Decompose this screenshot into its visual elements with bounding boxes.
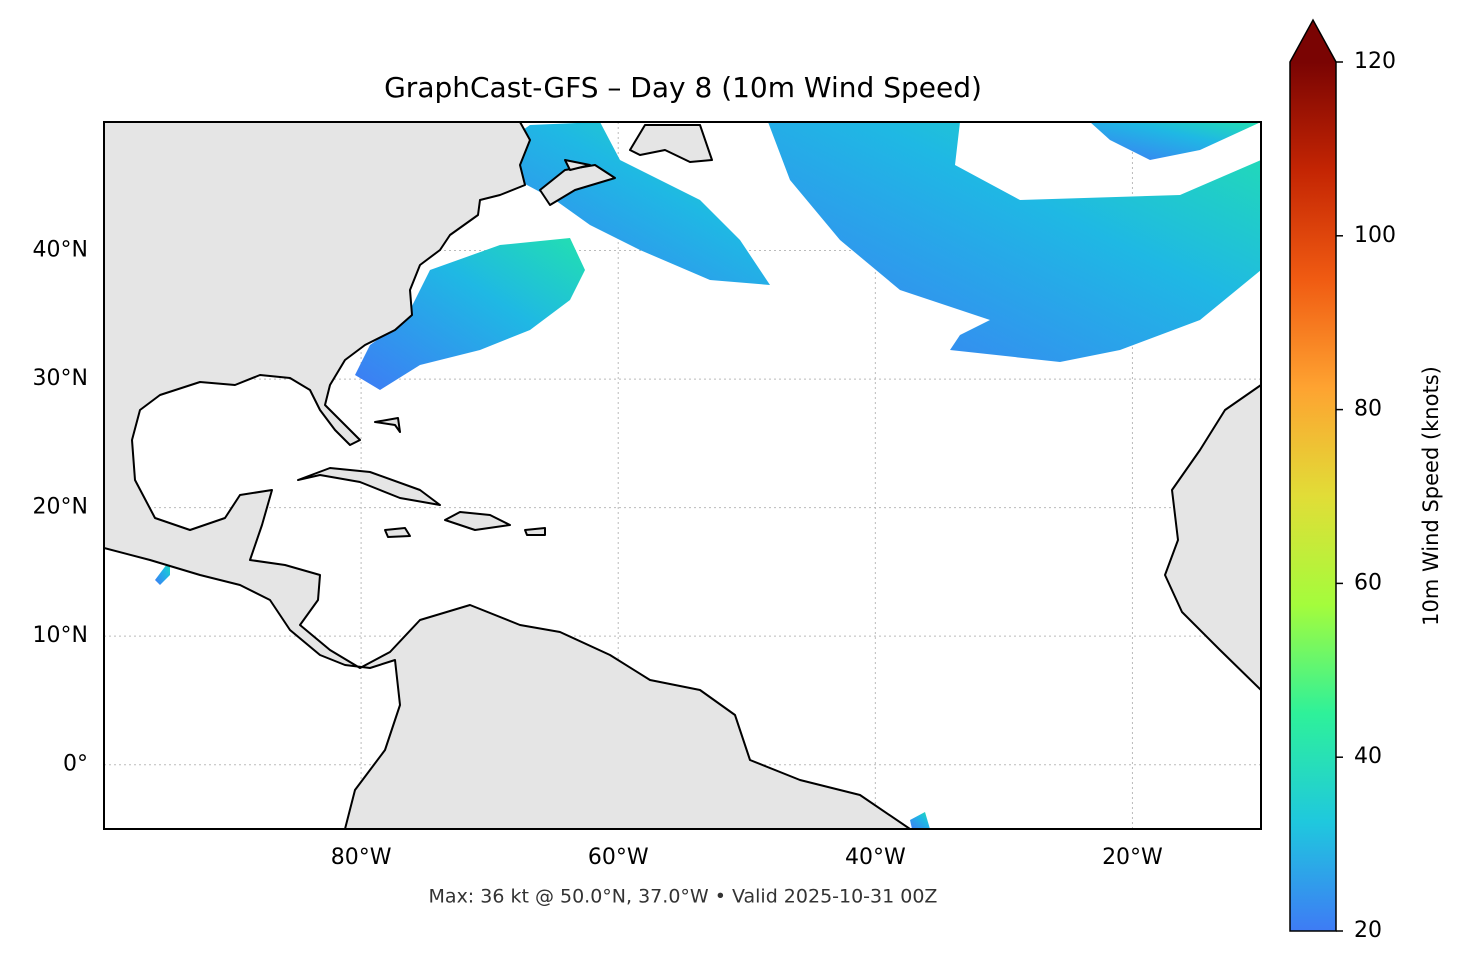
colorbar-frame [1289, 18, 1337, 932]
colorbar-tick-label: 80 [1354, 397, 1382, 422]
colorbar-scale [1290, 62, 1336, 931]
y-tick-label: 20°N [33, 495, 88, 520]
footer: Max: 36 kt @ 50.0°N, 37.0°W • Valid 2025… [429, 886, 938, 908]
y-tick-label: 10°N [33, 623, 88, 648]
plot-frame [103, 121, 1262, 830]
chart-title: GraphCast-GFS – Day 8 (10m Wind Speed) [384, 71, 982, 104]
x-tick-label: 60°W [588, 845, 649, 870]
map [104, 122, 1261, 829]
x-tick-label: 80°W [331, 845, 392, 870]
land [104, 122, 1261, 829]
colorbar-tick-label: 100 [1354, 223, 1396, 248]
colorbar-tick-label: 120 [1354, 49, 1396, 74]
y-tick-label: 40°N [33, 238, 88, 263]
colorbar-tick-label: 60 [1354, 570, 1382, 595]
y-tick-label: 30°N [33, 366, 88, 391]
x-tick-label: 40°W [845, 845, 906, 870]
colorbar-tick-label: 40 [1354, 744, 1382, 769]
colorbar: 20 40 60 80 100 120 10m Wind Speed (knots) [1289, 18, 1443, 943]
colorbar-tick-label: 20 [1354, 918, 1382, 943]
colorbar-label: 10m Wind Speed (knots) [1419, 366, 1443, 626]
x-tick-label: 20°W [1102, 845, 1163, 870]
y-tick-label: 0° [63, 752, 88, 777]
colorbar-extend [1290, 20, 1336, 62]
axes: 80°W 60°W 40°W 20°W 0° 10°N 20°N 30°N 40°N [33, 238, 1164, 870]
